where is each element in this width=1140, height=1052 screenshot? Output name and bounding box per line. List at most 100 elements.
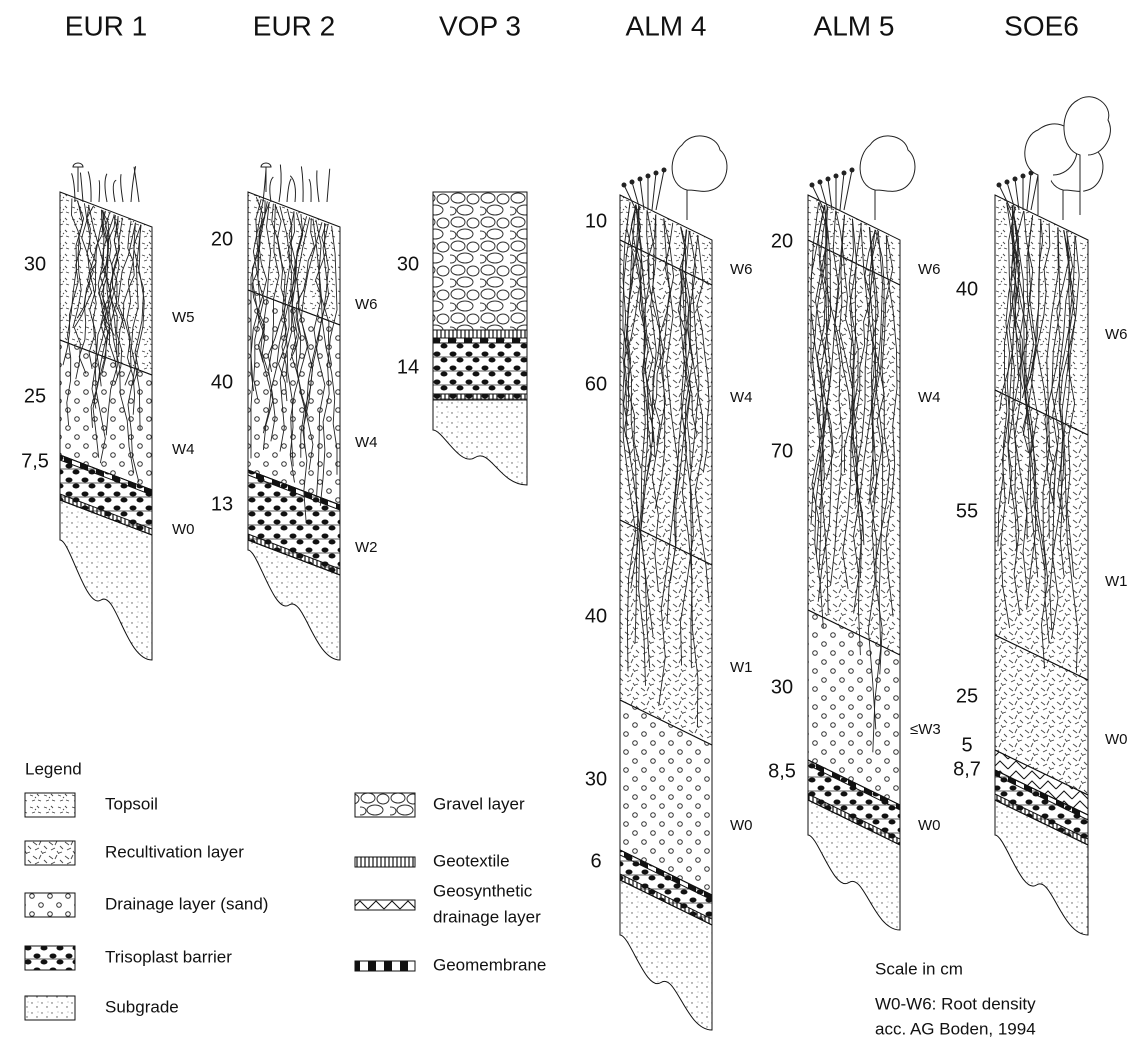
thickness-label: 14 <box>397 356 419 378</box>
layer <box>432 337 528 401</box>
legend-label: Drainage layer (sand) <box>105 894 268 913</box>
plant <box>308 178 312 203</box>
root <box>810 205 828 525</box>
plant <box>639 178 645 211</box>
plant <box>104 173 108 203</box>
plant <box>621 182 627 188</box>
legend-label: Geomembrane <box>433 955 546 974</box>
geomembrane <box>247 469 341 511</box>
thickness-label: 6 <box>590 850 601 872</box>
plant <box>98 180 101 203</box>
plant <box>817 179 823 185</box>
root <box>126 224 142 415</box>
root <box>255 196 268 363</box>
root <box>654 218 675 509</box>
root-density-label: W0 <box>918 817 941 834</box>
root-density-label: W2 <box>355 539 378 556</box>
root-density-label: W1 <box>1105 573 1128 590</box>
plant <box>629 179 635 185</box>
root <box>1058 231 1073 576</box>
thickness-label: 25 <box>24 385 46 407</box>
root <box>1022 223 1051 453</box>
plant <box>637 176 643 182</box>
plant <box>72 162 84 192</box>
thickness-label: 8,7 <box>953 758 981 780</box>
plant <box>653 170 659 176</box>
root-density-label: W6 <box>1105 326 1128 343</box>
root <box>816 204 826 510</box>
root <box>78 203 94 374</box>
thickness-label: 60 <box>585 373 607 395</box>
plant <box>79 172 84 203</box>
thickness-label: 8,5 <box>768 760 796 782</box>
thickness-label: 30 <box>397 253 419 275</box>
plant <box>1012 176 1018 182</box>
root <box>830 214 845 586</box>
root <box>814 206 832 628</box>
root <box>253 198 265 400</box>
root <box>652 222 674 446</box>
note: W0-W6: Root density <box>875 994 1036 1013</box>
legend-label: Topsoil <box>105 794 158 813</box>
legend-swatch <box>24 945 76 971</box>
legend-label: Gravel layer <box>433 794 525 813</box>
soil-column: VOP 3 30 14 <box>397 10 528 486</box>
root <box>262 212 304 434</box>
root <box>66 200 84 426</box>
thickness-label: 30 <box>24 253 46 275</box>
root <box>842 223 862 590</box>
root <box>279 211 296 452</box>
root <box>291 216 314 470</box>
plant <box>316 170 320 203</box>
root <box>874 235 894 567</box>
root <box>1049 235 1080 631</box>
plant <box>289 175 296 203</box>
plant <box>651 172 657 211</box>
plant <box>286 178 292 203</box>
root <box>1014 210 1029 390</box>
root <box>810 205 826 555</box>
subgrade <box>432 399 528 486</box>
root-density-label: W6 <box>730 261 753 278</box>
root-density-label: W4 <box>355 434 378 451</box>
root <box>319 225 338 506</box>
plant <box>998 184 1012 211</box>
subgrade <box>619 879 713 1031</box>
plant <box>631 181 641 211</box>
root <box>312 218 326 497</box>
root-density-label: W4 <box>730 389 753 406</box>
root <box>622 204 637 672</box>
root <box>634 204 646 643</box>
plant <box>1014 178 1020 211</box>
tree <box>1024 123 1078 215</box>
plant <box>278 164 282 203</box>
root <box>677 226 698 436</box>
column-title: ALM 4 <box>626 10 707 41</box>
root <box>62 198 82 366</box>
column-title: EUR 1 <box>65 10 147 41</box>
soil-column: ALM 5 20 70 30 8,5 W6 W4 ≤W3 W0 <box>768 10 941 931</box>
plant <box>827 178 833 211</box>
soil-column: EUR 1 30 25 7,5 W5 W4 W0 <box>21 10 195 661</box>
root <box>1023 210 1055 508</box>
root <box>101 209 126 330</box>
thickness-label: 70 <box>771 440 793 462</box>
geomembrane <box>994 769 1089 821</box>
root <box>871 231 885 503</box>
root <box>100 209 119 378</box>
column-title: EUR 2 <box>253 10 335 41</box>
root <box>635 206 652 482</box>
column-title: VOP 3 <box>439 10 521 41</box>
legend-title: Legend <box>25 759 82 778</box>
root <box>1041 227 1059 669</box>
root <box>296 217 313 522</box>
plant <box>839 172 845 211</box>
root <box>670 229 687 581</box>
legend-swatch <box>354 856 416 868</box>
root <box>271 203 288 383</box>
root <box>250 199 264 459</box>
root <box>680 226 691 470</box>
root <box>300 224 330 458</box>
legend-label: Trisoplast barrier <box>105 947 232 966</box>
